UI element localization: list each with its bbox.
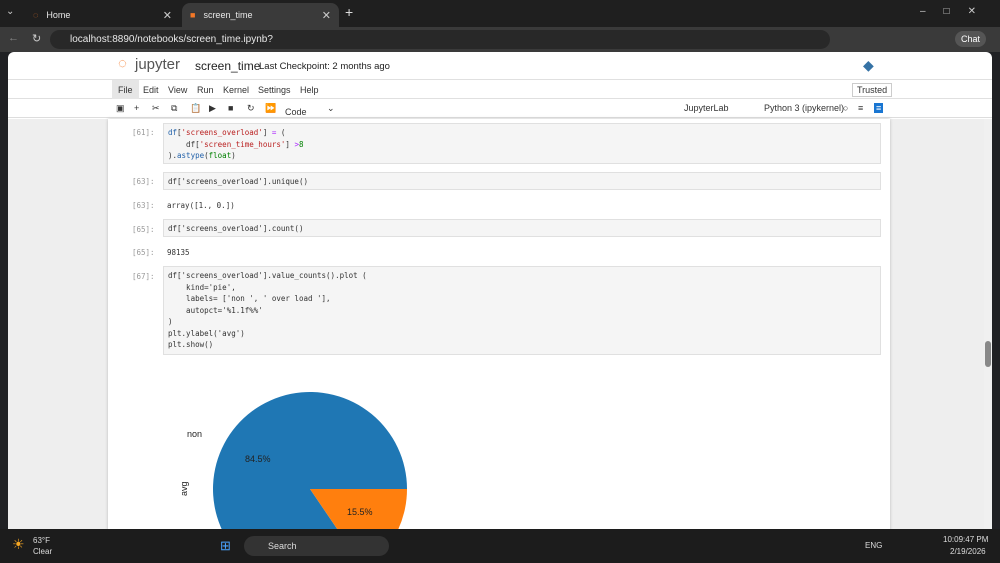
toolbar: ▣ + ✂ ⧉ 📋 ▶ ■ ↻ ⏩ Code ⌄ JupyterLab Pytho… bbox=[8, 99, 992, 118]
clock-time[interactable]: 10:09:47 PM bbox=[943, 535, 989, 544]
kernel-status-icon: ○ bbox=[843, 103, 849, 113]
pie-slice-non bbox=[213, 392, 407, 529]
start-icon[interactable]: ⊞ bbox=[220, 538, 231, 553]
weather-temp[interactable]: 63°F bbox=[33, 536, 50, 545]
data-label-non: 84.5% bbox=[245, 454, 271, 464]
run-icon[interactable]: ▶ bbox=[209, 103, 216, 113]
taskbar: ☀ 63°F Clear ⊞ Search ENG 10:09:47 PM 2/… bbox=[0, 529, 1000, 563]
jupyterlab-link[interactable]: JupyterLab bbox=[684, 103, 729, 113]
copy-icon[interactable]: ⧉ bbox=[171, 103, 178, 113]
scrollbar[interactable] bbox=[984, 119, 992, 529]
pie-chart: non avg 84.5% 15.5% bbox=[179, 392, 407, 529]
jupyter-logo[interactable]: jupyter bbox=[135, 56, 181, 73]
save-icon[interactable]: ▣ bbox=[116, 103, 125, 113]
property-inspector-icon[interactable]: ≡ bbox=[874, 103, 884, 113]
menu-edit[interactable]: Edit bbox=[143, 85, 159, 95]
clock-date[interactable]: 2/19/2026 bbox=[950, 547, 986, 556]
jupyter-icon: ◌ bbox=[33, 10, 39, 20]
url-input[interactable]: localhost:8890/notebooks/screen_time.ipy… bbox=[50, 30, 830, 49]
menu-icon[interactable]: ≡ bbox=[858, 103, 864, 113]
tab-home[interactable]: ◌ Home ✕ bbox=[25, 3, 180, 27]
output-prompt: [63]: bbox=[132, 201, 155, 210]
cell-prompt: [67]: bbox=[132, 272, 155, 281]
fast-forward-icon[interactable]: ⏩ bbox=[265, 103, 277, 113]
menu-file[interactable]: File bbox=[112, 80, 139, 99]
y-axis-label: avg bbox=[179, 481, 189, 496]
cell-output: array([1., 0.]) bbox=[167, 201, 235, 210]
jupyter-page: ◌ jupyter screen_time Last Checkpoint: 2… bbox=[8, 52, 992, 529]
tab-list-icon[interactable]: ⌄ bbox=[6, 6, 15, 17]
cell-type-value: Code bbox=[285, 107, 307, 117]
taskbar-search[interactable]: Search bbox=[244, 536, 389, 556]
code-cell[interactable]: df['screens_overload'] = ( df['screen_ti… bbox=[163, 123, 881, 164]
code-cell[interactable]: df['screens_overload'].count() bbox=[163, 219, 881, 237]
notebook-cells: [61]: df['screens_overload'] = ( df['scr… bbox=[108, 119, 890, 529]
add-cell-icon[interactable]: + bbox=[134, 103, 140, 113]
address-bar-row: ← ↻ localhost:8890/notebooks/screen_time… bbox=[0, 27, 1000, 52]
kernel-name[interactable]: Python 3 (ipykernel) bbox=[764, 103, 845, 113]
language-indicator[interactable]: ENG bbox=[865, 541, 883, 550]
cell-prompt: [61]: bbox=[132, 128, 155, 137]
menu-run[interactable]: Run bbox=[197, 85, 214, 95]
weather-desc: Clear bbox=[33, 547, 53, 556]
menu-bar: File Edit View Run Kernel Settings Help … bbox=[8, 79, 992, 99]
output-prompt: [65]: bbox=[132, 248, 155, 257]
notebook-header: ◌ jupyter screen_time Last Checkpoint: 2… bbox=[8, 52, 992, 78]
stop-icon[interactable]: ■ bbox=[228, 103, 234, 113]
notebook-icon: ■ bbox=[190, 10, 196, 20]
trusted-badge[interactable]: Trusted bbox=[852, 83, 893, 97]
cell-prompt: [63]: bbox=[132, 177, 155, 186]
close-icon[interactable]: ✕ bbox=[162, 9, 172, 22]
menu-settings[interactable]: Settings bbox=[258, 85, 291, 95]
menu-help[interactable]: Help bbox=[300, 85, 319, 95]
tab-label: Home bbox=[46, 10, 71, 20]
weather-icon: ☀ bbox=[12, 536, 25, 552]
data-label-over-load: 15.5% bbox=[347, 507, 373, 517]
menu-kernel[interactable]: Kernel bbox=[223, 85, 250, 95]
cell-output: 98135 bbox=[167, 248, 190, 257]
close-icon[interactable]: ✕ bbox=[321, 9, 331, 22]
tab-label: screen_time bbox=[203, 10, 253, 20]
tab-bar: ⌄ ◌ Home ✕ ■ screen_time ✕ + –□✕ bbox=[0, 0, 1000, 27]
window-controls[interactable]: –□✕ bbox=[920, 6, 994, 17]
jupyter-logo-icon: ◌ bbox=[118, 55, 127, 72]
new-tab-button[interactable]: + bbox=[345, 4, 354, 20]
code-cell[interactable]: df['screens_overload'].unique() bbox=[163, 172, 881, 190]
menu-view[interactable]: View bbox=[168, 85, 188, 95]
notebook-name[interactable]: screen_time bbox=[195, 59, 261, 73]
code-cell[interactable]: df['screens_overload'].value_counts().pl… bbox=[163, 266, 881, 355]
python-logo-icon: ◆ bbox=[863, 57, 874, 73]
restart-icon[interactable]: ↻ bbox=[247, 103, 255, 113]
tab-screen-time[interactable]: ■ screen_time ✕ bbox=[182, 3, 339, 27]
scrollbar-thumb[interactable] bbox=[985, 341, 991, 367]
back-icon[interactable]: ← bbox=[8, 32, 19, 44]
paste-icon[interactable]: 📋 bbox=[190, 103, 202, 113]
cut-icon[interactable]: ✂ bbox=[152, 103, 160, 113]
pie-label-non: non bbox=[187, 429, 202, 439]
checkpoint-status: Last Checkpoint: 2 months ago bbox=[259, 61, 390, 72]
pie-slice-over-load bbox=[310, 489, 407, 529]
chevron-down-icon: ⌄ bbox=[327, 103, 335, 113]
chat-button[interactable]: Chat bbox=[955, 31, 987, 47]
cell-prompt: [65]: bbox=[132, 225, 155, 234]
search-label: Search bbox=[268, 541, 297, 551]
reload-icon[interactable]: ↻ bbox=[32, 33, 42, 45]
